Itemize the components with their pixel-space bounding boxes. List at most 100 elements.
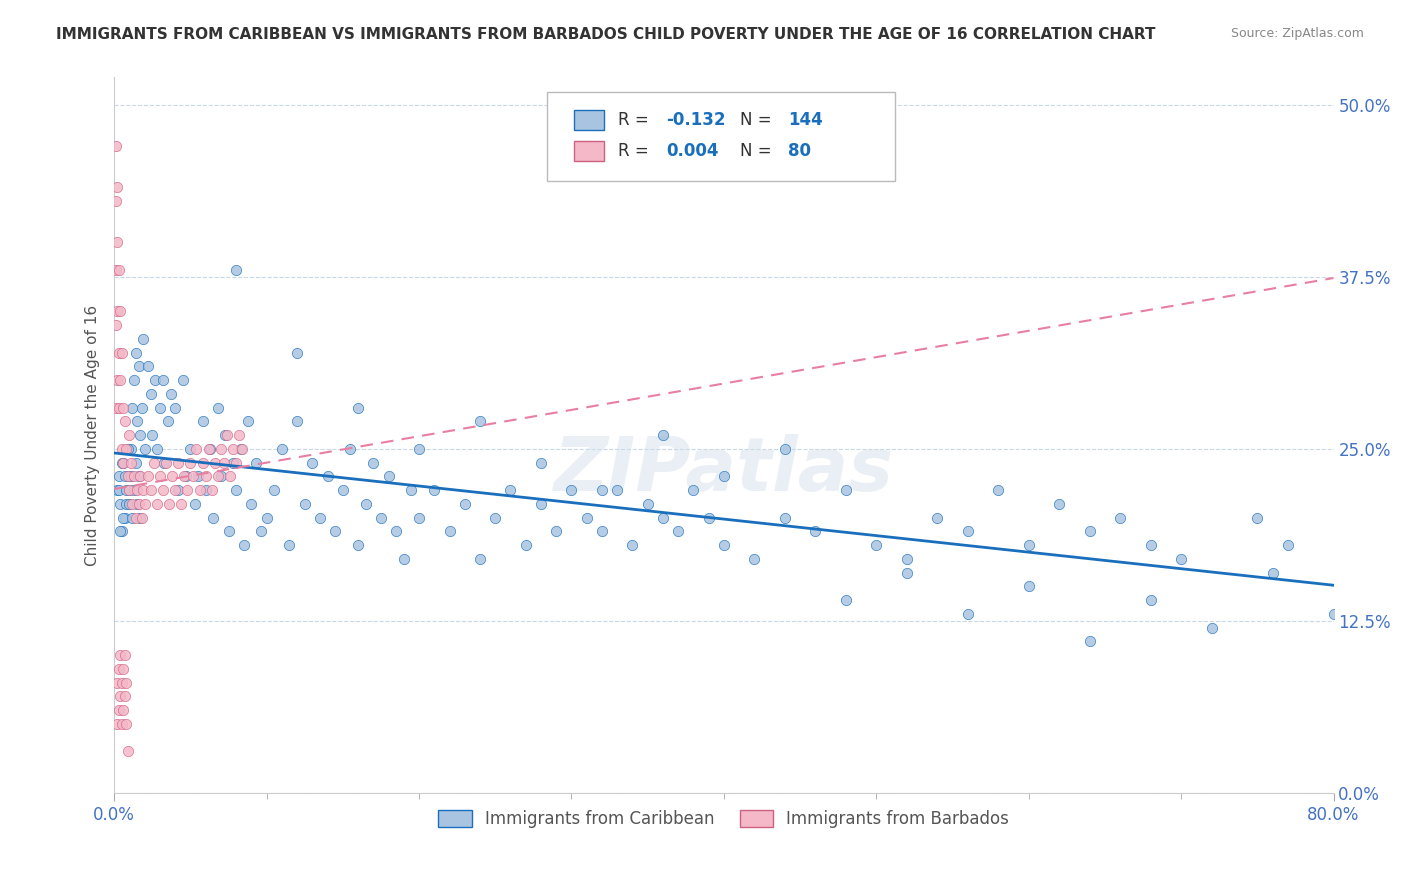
Point <box>1201 621 1223 635</box>
Point <box>104 401 127 415</box>
Point <box>176 483 198 497</box>
Point <box>1261 566 1284 580</box>
Point <box>439 524 461 539</box>
Point <box>105 675 128 690</box>
Point <box>285 345 308 359</box>
Point <box>207 401 229 415</box>
Point <box>105 483 128 497</box>
Point <box>167 483 190 497</box>
Point <box>174 469 197 483</box>
Point <box>309 510 332 524</box>
Point <box>104 194 127 209</box>
Point <box>112 456 135 470</box>
Point <box>117 469 139 483</box>
Point <box>835 593 858 607</box>
Point <box>377 469 399 483</box>
Point <box>105 304 128 318</box>
Point <box>219 469 242 483</box>
Point <box>111 524 134 539</box>
Point <box>122 483 145 497</box>
Point <box>575 510 598 524</box>
Point <box>744 551 766 566</box>
Point <box>423 483 446 497</box>
Point <box>256 510 278 524</box>
Point <box>408 442 430 456</box>
Point <box>115 442 138 456</box>
Point <box>167 456 190 470</box>
Point <box>134 442 156 456</box>
Point <box>132 332 155 346</box>
Point <box>110 648 132 662</box>
Point <box>165 483 187 497</box>
Point <box>263 483 285 497</box>
Point <box>156 414 179 428</box>
Point <box>231 442 253 456</box>
Point <box>202 510 225 524</box>
Text: 80: 80 <box>789 142 811 160</box>
Point <box>363 456 385 470</box>
Point <box>385 524 408 539</box>
FancyBboxPatch shape <box>547 92 894 181</box>
Point <box>468 551 491 566</box>
Point <box>118 483 141 497</box>
Point <box>179 442 201 456</box>
Point <box>209 469 232 483</box>
Text: 0.004: 0.004 <box>666 142 718 160</box>
Point <box>125 414 148 428</box>
Point <box>713 538 735 552</box>
Point <box>105 235 128 250</box>
Point <box>987 483 1010 497</box>
Point <box>107 469 129 483</box>
Point <box>125 483 148 497</box>
Point <box>122 373 145 387</box>
Point <box>191 456 214 470</box>
Point <box>114 414 136 428</box>
Point <box>111 717 134 731</box>
Point <box>1139 538 1161 552</box>
Point <box>956 607 979 621</box>
Point <box>143 373 166 387</box>
Point <box>114 469 136 483</box>
Point <box>146 442 169 456</box>
Point <box>105 180 128 194</box>
Point <box>111 675 134 690</box>
Point <box>204 456 226 470</box>
Point <box>408 510 430 524</box>
Point <box>804 524 827 539</box>
Point <box>107 483 129 497</box>
Point <box>152 483 174 497</box>
Point <box>118 483 141 497</box>
Point <box>118 428 141 442</box>
Point <box>152 373 174 387</box>
Point <box>112 456 135 470</box>
Point <box>1078 634 1101 648</box>
Point <box>209 442 232 456</box>
Point <box>238 414 260 428</box>
Point <box>1246 510 1268 524</box>
Point <box>546 524 568 539</box>
Point <box>114 648 136 662</box>
Point <box>515 538 537 552</box>
Point <box>112 510 135 524</box>
Point <box>117 442 139 456</box>
Point <box>107 401 129 415</box>
Point <box>1277 538 1299 552</box>
Point <box>159 386 181 401</box>
Point <box>129 510 152 524</box>
Point <box>157 497 180 511</box>
Point <box>107 703 129 717</box>
Point <box>225 263 247 277</box>
Point <box>117 744 139 758</box>
Point <box>110 373 132 387</box>
Point <box>560 483 582 497</box>
Point <box>120 456 142 470</box>
Point <box>212 456 235 470</box>
Point <box>114 510 136 524</box>
Point <box>131 401 153 415</box>
Point <box>591 483 613 497</box>
Point <box>1322 607 1344 621</box>
Point <box>484 510 506 524</box>
Text: -0.132: -0.132 <box>666 111 725 128</box>
Point <box>107 263 129 277</box>
Point <box>354 497 377 511</box>
